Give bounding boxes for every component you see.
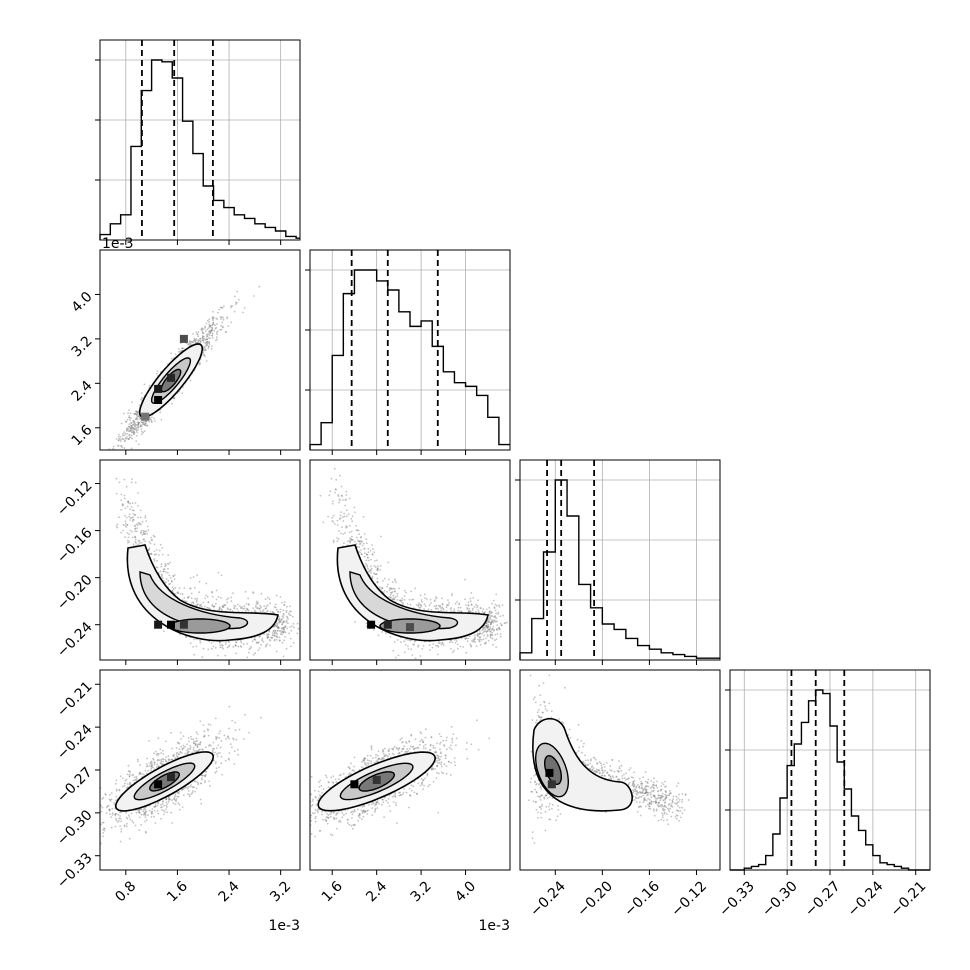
hist-frame-2 — [519, 459, 721, 661]
density-cell-0-1-1 — [154, 384, 163, 393]
pair-panel-2-3 — [519, 669, 721, 875]
ytick-label-3-2: −0.27 — [54, 764, 96, 806]
x-offset-label-0: 1e-3 — [269, 918, 300, 934]
xtick-label-3-3: −0.24 — [845, 878, 887, 920]
xtick-label-0-0: 0.8 — [112, 878, 139, 905]
hist-frame-0 — [99, 39, 301, 241]
density-cell-0-1-0 — [154, 396, 163, 404]
density-cell-2-3-1 — [547, 780, 556, 789]
pair-frame-0-2 — [99, 459, 301, 661]
density-cell-0-2-1 — [154, 620, 163, 629]
hist-frame-1 — [309, 249, 511, 451]
xtick-label-0-3: 3.2 — [267, 878, 294, 905]
xtick-label-0-2: 2.4 — [216, 878, 243, 905]
ytick-label-2-1: −0.20 — [54, 572, 96, 614]
density-cell-1-2-0 — [367, 620, 376, 629]
xtick-label-1-2: 3.2 — [408, 878, 435, 905]
pair-frame-1-3 — [309, 669, 511, 871]
pair-panel-0-2 — [95, 459, 301, 665]
pair-frame-1-2 — [309, 459, 511, 661]
density-cell-0-1-2 — [167, 373, 175, 382]
hist-step-2 — [519, 479, 720, 660]
hist-panel-1 — [305, 249, 511, 455]
pair-panel-1-2 — [309, 459, 511, 665]
density-cell-0-2-2 — [179, 620, 188, 629]
pair-panel-0-1 — [95, 249, 301, 455]
xtick-label-0-1: 1.6 — [164, 878, 191, 905]
xtick-label-2-3: −0.12 — [668, 878, 710, 920]
contour-inner-0-2 — [169, 618, 231, 634]
xtick-label-1-1: 2.4 — [363, 878, 390, 905]
x-offset-label-1: 1e-3 — [479, 918, 510, 934]
xtick-label-1-3: 4.0 — [452, 878, 479, 905]
pair-frame-0-1 — [99, 249, 301, 451]
density-cell-0-1-4 — [141, 412, 150, 421]
ytick-label-3-0: −0.33 — [54, 850, 96, 892]
hist-step-1 — [309, 269, 510, 450]
hist-panel-3 — [725, 669, 931, 875]
xtick-label-2-1: −0.20 — [574, 878, 616, 920]
contour-outer-1-2 — [336, 544, 489, 642]
density-cell-2-3-0 — [545, 768, 554, 777]
contour-mid-0-2 — [139, 571, 249, 630]
ytick-label-2-2: −0.16 — [54, 525, 96, 567]
contour-mid-1-2 — [349, 571, 459, 630]
density-cell-1-3-0 — [350, 780, 359, 789]
hist-step-3 — [730, 689, 930, 871]
pair-frame-2-3 — [519, 669, 721, 871]
xtick-label-1-0: 1.6 — [319, 878, 346, 905]
xtick-label-3-2: −0.27 — [802, 878, 844, 920]
ytick-label-2-0: −0.24 — [54, 619, 96, 661]
hist-panel-2 — [515, 459, 721, 665]
density-cell-1-2-2 — [406, 623, 414, 632]
xtick-label-2-2: −0.16 — [621, 878, 663, 920]
pair-panel-0-3 — [95, 669, 301, 875]
contour-outer-0-2 — [126, 544, 279, 642]
density-cell-0-1-3 — [179, 334, 188, 343]
ytick-label-1-2: 3.2 — [69, 333, 96, 360]
density-cell-1-3-1 — [372, 776, 381, 784]
density-cell-1-2-1 — [383, 620, 392, 629]
hist-panel-0 — [95, 39, 301, 245]
xtick-label-2-0: −0.24 — [527, 878, 569, 920]
density-cell-0-3-0 — [154, 780, 163, 789]
xtick-label-3-1: −0.30 — [759, 878, 801, 920]
ytick-label-1-1: 2.4 — [69, 378, 96, 405]
xtick-label-3-0: −0.33 — [716, 878, 758, 920]
pair-panel-1-3 — [309, 669, 511, 875]
ytick-label-3-1: −0.30 — [54, 807, 96, 849]
ytick-label-1-3: 4.0 — [69, 289, 96, 316]
ytick-label-1-0: 1.6 — [69, 422, 96, 449]
hist-step-0 — [99, 59, 300, 240]
density-cell-0-2-0 — [167, 620, 175, 629]
xtick-label-3-4: −0.21 — [888, 878, 930, 920]
ytick-label-3-3: −0.24 — [54, 721, 96, 763]
y-offset-label: 1e-3 — [102, 236, 133, 252]
ytick-label-3-4: −0.21 — [54, 679, 96, 721]
ytick-label-2-3: −0.12 — [54, 478, 96, 520]
density-cell-0-3-1 — [167, 773, 175, 782]
